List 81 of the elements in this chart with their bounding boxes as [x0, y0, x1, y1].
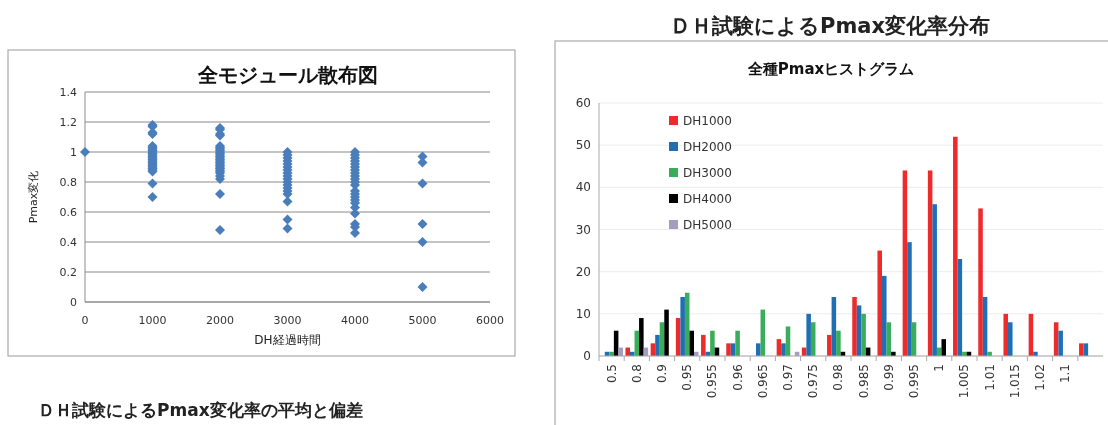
x-tick-label: 5000 — [408, 314, 437, 327]
x-tick-label: 1.005 — [957, 364, 972, 399]
bar — [882, 275, 887, 356]
bar — [781, 343, 786, 356]
bar — [941, 339, 946, 356]
y-tick-label: 1 — [70, 146, 77, 159]
y-tick-label: 60 — [575, 96, 591, 110]
y-tick-label: 1.2 — [59, 116, 77, 129]
legend-label: DH4000 — [683, 192, 732, 206]
x-tick-label: 0.5 — [604, 364, 619, 384]
y-tick-label: 50 — [575, 138, 591, 153]
x-tick-label: 0.95 — [680, 364, 695, 391]
bar — [1008, 322, 1013, 356]
y-axis-title: Pmax変化 — [27, 170, 40, 224]
x-tick-label: 0 — [81, 314, 89, 327]
bar — [726, 343, 731, 356]
bar — [625, 347, 630, 356]
y-tick-label: 0 — [583, 349, 591, 363]
chart-title: 全モジュール散布図 — [196, 63, 378, 87]
x-tick-label: 0.965 — [755, 364, 770, 399]
x-tick-label: 3000 — [273, 314, 302, 327]
bar — [806, 313, 811, 356]
bar — [689, 330, 694, 356]
bar — [655, 334, 660, 356]
bar — [836, 330, 841, 356]
y-tick-label: 0.4 — [59, 236, 77, 249]
bar — [827, 334, 832, 356]
x-tick-label: 4000 — [341, 314, 369, 327]
legend-label: DH3000 — [683, 166, 732, 180]
x-tick-label: 0.975 — [806, 364, 821, 399]
bar — [953, 136, 958, 356]
bar — [664, 309, 669, 356]
bar — [710, 330, 715, 356]
bar — [1003, 313, 1008, 356]
x-tick-label: 0.99 — [881, 364, 896, 391]
bar — [680, 296, 685, 356]
bar — [932, 204, 937, 356]
x-tick-label: 0.985 — [856, 364, 871, 399]
bar — [735, 330, 740, 356]
bar — [756, 343, 761, 356]
y-tick-label: 0.8 — [59, 176, 77, 189]
x-tick-label: 0.995 — [907, 364, 921, 399]
legend-label: DH1000 — [683, 114, 732, 128]
y-tick-label: 1.4 — [59, 86, 77, 99]
bar — [852, 296, 857, 356]
x-tick-label: 0.97 — [781, 364, 795, 391]
y-tick-label: 10 — [575, 306, 591, 321]
x-tick-label: 1.01 — [982, 364, 997, 391]
bar — [861, 313, 866, 356]
legend-label: DH5000 — [683, 218, 732, 232]
x-tick-label: 0.96 — [730, 364, 745, 391]
y-tick-label: 30 — [575, 222, 591, 237]
chart-title: 全種Pmaxヒストグラム — [746, 60, 915, 78]
y-tick-label: 0.6 — [59, 206, 77, 219]
bar — [618, 347, 623, 356]
x-tick-label: 1.02 — [1033, 364, 1047, 391]
bar — [701, 334, 706, 356]
y-tick-label: 0 — [70, 296, 77, 309]
x-tick-label: 6000 — [476, 314, 504, 327]
x-tick-label: 1000 — [138, 314, 167, 327]
bar — [1079, 343, 1084, 356]
bar — [907, 242, 912, 356]
x-axis-title: DH経過時間 — [254, 333, 321, 347]
bar — [639, 318, 644, 356]
y-tick-label: 20 — [575, 264, 591, 279]
x-tick-label: 1.015 — [1007, 364, 1022, 399]
bar — [978, 208, 983, 356]
text: ＤＨ試験によるPmax変化率分布 — [670, 14, 990, 38]
x-tick-label: 0.9 — [655, 364, 669, 384]
x-tick-label: 1 — [932, 364, 947, 372]
x-tick-label: 1.1 — [1058, 364, 1073, 384]
legend-label: DH2000 — [683, 140, 732, 154]
x-tick-label: 0.8 — [629, 364, 644, 384]
x-tick-label: 0.98 — [831, 364, 846, 391]
text: ＤＨ試験によるPmax変化率の平均と偏差 — [38, 400, 363, 420]
bar — [877, 250, 882, 356]
y-tick-label: 0.2 — [59, 266, 77, 279]
bar — [1058, 330, 1063, 356]
y-tick-label: 40 — [575, 180, 591, 195]
x-tick-label: 2000 — [206, 314, 234, 327]
x-tick-label: 0.955 — [705, 364, 720, 399]
